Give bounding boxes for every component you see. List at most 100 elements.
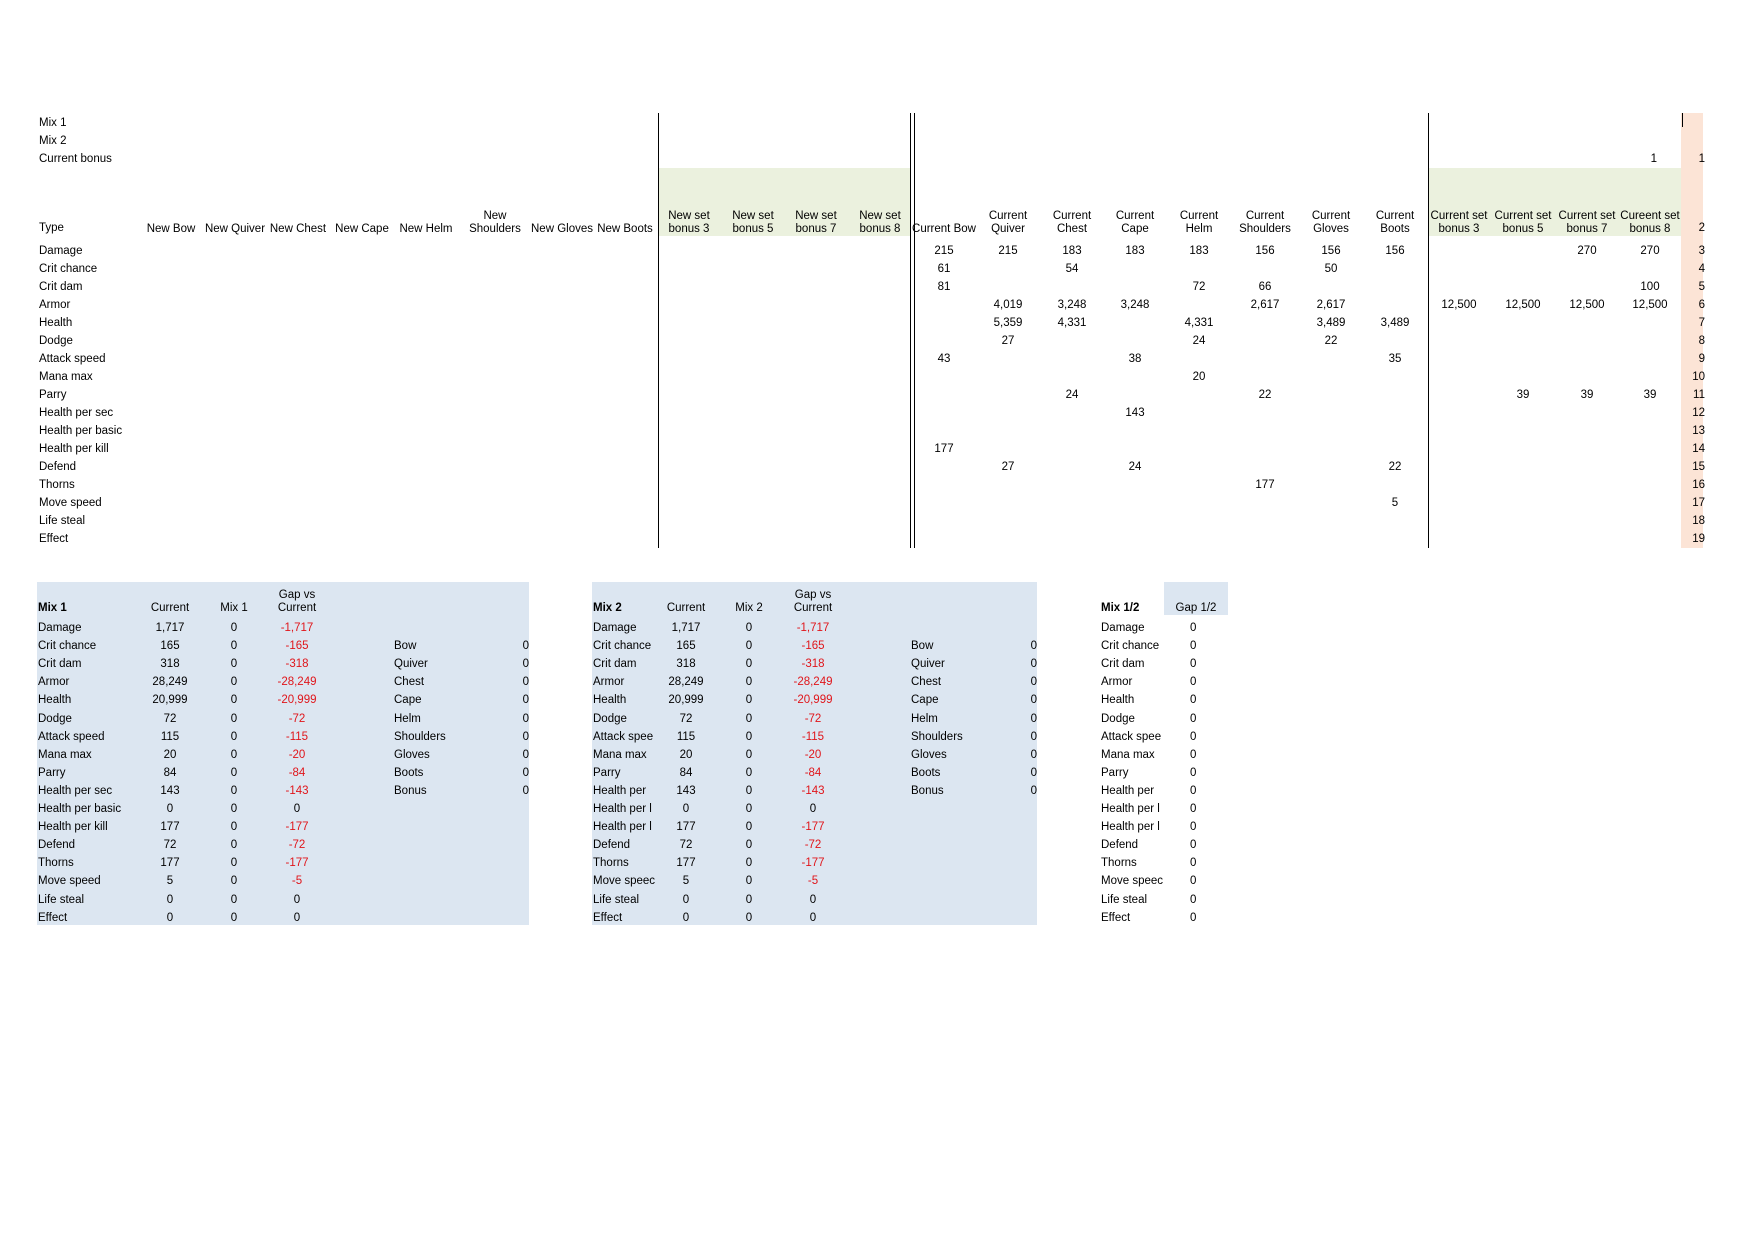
mix1-mix-value[interactable]: 0 [230, 894, 238, 906]
mix2-mix-value[interactable]: 0 [745, 767, 753, 779]
stat-value[interactable]: 270 [1640, 245, 1660, 257]
mix12-gap-value[interactable]: 0 [1190, 731, 1197, 743]
mix2-mix-value[interactable]: 0 [745, 857, 753, 869]
mix2-slot-value[interactable]: 0 [1030, 731, 1037, 743]
mix2-slot-value[interactable]: 0 [1030, 640, 1037, 652]
mix12-gap-value[interactable]: 0 [1190, 857, 1197, 869]
mix2-gap-value[interactable]: -115 [801, 731, 825, 743]
mix12-gap-value[interactable]: 0 [1190, 821, 1197, 833]
mix1-current-value[interactable]: 0 [166, 803, 174, 815]
stat-value[interactable]: 39 [1580, 389, 1594, 401]
mix1-gap-value[interactable]: -5 [291, 875, 303, 887]
mix2-current-value[interactable]: 177 [676, 821, 696, 833]
mix2-slot-value[interactable]: 0 [1030, 658, 1037, 670]
mix2-mix-value[interactable]: 0 [745, 821, 753, 833]
mix1-gap-value[interactable]: -177 [285, 821, 309, 833]
mix1-current-value[interactable]: 84 [163, 767, 177, 779]
mix2-mix-value[interactable]: 0 [745, 839, 753, 851]
mix12-gap-value[interactable]: 0 [1190, 894, 1197, 906]
mix12-gap-value[interactable]: 0 [1190, 785, 1197, 797]
stat-value[interactable]: 27 [1001, 335, 1015, 347]
mix1-mix-value[interactable]: 0 [230, 839, 238, 851]
stat-value[interactable]: 22 [1258, 389, 1272, 401]
mix1-gap-value[interactable]: -72 [288, 713, 306, 725]
mix2-mix-value[interactable]: 0 [745, 694, 753, 706]
stat-value[interactable]: 72 [1192, 281, 1206, 293]
mix2-mix-value[interactable]: 0 [745, 912, 753, 924]
mix1-mix-value[interactable]: 0 [230, 821, 238, 833]
stat-value[interactable]: 27 [1001, 461, 1015, 473]
mix1-slot-value[interactable]: 0 [522, 658, 529, 670]
mix12-gap-value[interactable]: 0 [1190, 839, 1197, 851]
mix1-mix-value[interactable]: 0 [230, 857, 238, 869]
mix1-mix-value[interactable]: 0 [230, 785, 238, 797]
mix2-current-value[interactable]: 0 [682, 803, 690, 815]
mix1-current-value[interactable]: 318 [160, 658, 180, 670]
mix1-current-value[interactable]: 5 [166, 875, 174, 887]
stat-value[interactable]: 22 [1388, 461, 1402, 473]
mix1-slot-value[interactable]: 0 [522, 640, 529, 652]
mix1-mix-value[interactable]: 0 [230, 676, 238, 688]
mix1-mix-value[interactable]: 0 [230, 803, 238, 815]
mix12-gap-value[interactable]: 0 [1190, 767, 1197, 779]
mix2-gap-value[interactable]: -177 [801, 857, 825, 869]
mix2-slot-value[interactable]: 0 [1030, 767, 1037, 779]
mix2-gap-value[interactable]: -318 [801, 658, 825, 670]
mix2-mix-value[interactable]: 0 [745, 875, 753, 887]
stat-value[interactable]: 61 [937, 263, 951, 275]
mix2-gap-value[interactable]: 0 [809, 912, 817, 924]
stat-value[interactable]: 39 [1643, 389, 1657, 401]
stat-value[interactable]: 24 [1065, 389, 1079, 401]
mix1-mix-value[interactable]: 0 [230, 658, 238, 670]
mix1-current-value[interactable]: 20 [163, 749, 177, 761]
mix2-slot-value[interactable]: 0 [1030, 676, 1037, 688]
mix1-gap-value[interactable]: -84 [288, 767, 306, 779]
mix2-slot-value[interactable]: 0 [1030, 694, 1037, 706]
mix1-mix-value[interactable]: 0 [230, 622, 238, 634]
mix1-slot-value[interactable]: 0 [522, 694, 529, 706]
mix1-current-value[interactable]: 0 [166, 912, 174, 924]
mix1-mix-value[interactable]: 0 [230, 875, 238, 887]
mix2-gap-value[interactable]: -20 [804, 749, 822, 761]
mix12-gap-value[interactable]: 0 [1190, 749, 1197, 761]
mix1-current-value[interactable]: 177 [160, 857, 180, 869]
stat-value[interactable]: 3,489 [1380, 317, 1410, 329]
stat-value[interactable]: 54 [1065, 263, 1079, 275]
mix1-current-value[interactable]: 165 [160, 640, 180, 652]
mix1-current-value[interactable]: 1,717 [155, 622, 185, 634]
mix1-current-value[interactable]: 177 [160, 821, 180, 833]
stat-value[interactable]: 3,248 [1057, 299, 1087, 311]
mix12-gap-value[interactable]: 0 [1190, 803, 1197, 815]
mix2-gap-value[interactable]: 0 [809, 894, 817, 906]
mix1-mix-value[interactable]: 0 [230, 912, 238, 924]
mix1-mix-value[interactable]: 0 [230, 749, 238, 761]
mix1-slot-value[interactable]: 0 [522, 767, 529, 779]
mix2-slot-value[interactable]: 0 [1030, 749, 1037, 761]
mix2-gap-value[interactable]: -72 [804, 839, 822, 851]
stat-value[interactable]: 50 [1324, 263, 1338, 275]
mix1-slot-value[interactable]: 0 [522, 731, 529, 743]
stat-value[interactable]: 183 [1062, 245, 1082, 257]
stat-value[interactable]: 24 [1192, 335, 1206, 347]
mix1-current-value[interactable]: 28,249 [152, 676, 188, 688]
mix1-current-value[interactable]: 143 [160, 785, 180, 797]
mix2-current-value[interactable]: 177 [676, 857, 696, 869]
stat-value[interactable]: 270 [1577, 245, 1597, 257]
stat-value[interactable]: 12,500 [1632, 299, 1668, 311]
mix2-gap-value[interactable]: -177 [801, 821, 825, 833]
mix2-mix-value[interactable]: 0 [745, 731, 753, 743]
mix1-gap-value[interactable]: 0 [293, 803, 301, 815]
mix12-gap-value[interactable]: 0 [1190, 658, 1197, 670]
mix2-current-value[interactable]: 28,249 [668, 676, 704, 688]
stat-value[interactable]: 35 [1388, 353, 1402, 365]
mix2-gap-value[interactable]: -84 [804, 767, 822, 779]
current-bonus-value[interactable]: 1 [1650, 153, 1657, 165]
mix1-current-value[interactable]: 115 [160, 731, 180, 743]
mix2-current-value[interactable]: 115 [676, 731, 696, 743]
mix2-mix-value[interactable]: 0 [745, 676, 753, 688]
stat-value[interactable]: 2,617 [1316, 299, 1346, 311]
mix1-mix-value[interactable]: 0 [230, 713, 238, 725]
mix1-gap-value[interactable]: 0 [293, 894, 301, 906]
mix1-slot-value[interactable]: 0 [522, 785, 529, 797]
mix12-gap-value[interactable]: 0 [1190, 676, 1197, 688]
